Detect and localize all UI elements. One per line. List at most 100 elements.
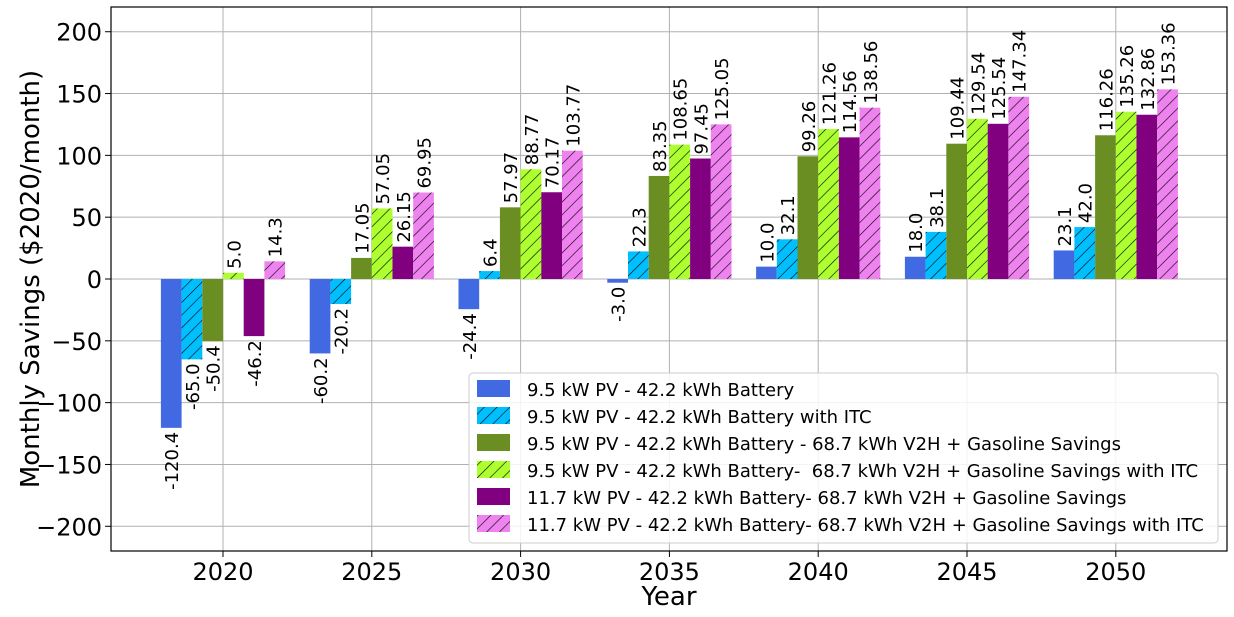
legend-swatch [477, 434, 510, 451]
bar-value-label: 14.3 [266, 217, 287, 257]
bar [243, 279, 265, 337]
bar [797, 156, 819, 279]
bar-hatch [967, 118, 988, 279]
y-axis-label: Monthly Savings ($2020/month) [16, 70, 46, 488]
bar-value-label: 83.35 [650, 120, 671, 172]
legend-swatch [477, 380, 510, 397]
bar-hatch [669, 144, 691, 279]
bar-value-label: 108.65 [671, 78, 692, 141]
bar-hatch [925, 231, 947, 279]
bar-value-label: 57.97 [501, 152, 522, 204]
y-tick-label: −50 [51, 328, 102, 356]
bar-hatch [371, 208, 393, 279]
bar-value-label: 109.44 [948, 77, 969, 140]
bar-value-label: -24.4 [460, 313, 481, 360]
legend: 9.5 kW PV - 42.2 kWh Battery 9.5 kW PV - … [468, 372, 1219, 544]
bar [1053, 250, 1075, 279]
y-tick-label: −100 [36, 390, 102, 418]
x-tick-label: 2020 [192, 558, 253, 586]
y-tick-label: −150 [36, 451, 102, 479]
bar-hatch [330, 279, 352, 304]
legend-entry-label: 9.5 kW PV - 42.2 kWh Battery [527, 380, 795, 401]
x-tick-label: 2050 [1085, 558, 1146, 586]
bar [1095, 135, 1116, 279]
legend-entry-label: 9.5 kW PV - 42.2 kWh Battery with ITC [527, 407, 872, 428]
bar-hatch [562, 150, 583, 279]
bar-value-label: 10.0 [757, 223, 778, 263]
bar-value-label: 116.26 [1096, 68, 1117, 131]
bar-value-label: 132.86 [1138, 48, 1159, 111]
bar [351, 257, 372, 279]
x-tick-label: 2035 [639, 558, 700, 586]
bar-hatch [479, 271, 500, 279]
bar-value-label: -60.2 [311, 357, 332, 404]
bar-value-label: 114.56 [840, 70, 861, 133]
bar-value-label: 38.1 [927, 188, 948, 228]
bar-value-label: -20.2 [332, 308, 353, 355]
bar-value-label: 129.54 [968, 52, 989, 115]
bar [458, 279, 480, 310]
bar-value-label: 69.95 [415, 137, 436, 189]
bar-hatch [818, 129, 839, 279]
bar-value-label: 70.17 [543, 137, 564, 189]
bar-value-label: 121.26 [820, 62, 841, 125]
bar [756, 266, 777, 279]
legend-swatch-hatch [477, 515, 510, 532]
axis-ticks: −200 −150 −100 −50 0 50 100 150 200 2020 2025 2030 2… [36, 19, 1146, 586]
bar [838, 137, 860, 279]
bar-value-label: 135.26 [1117, 45, 1138, 108]
legend-entry-label: 11.7 kW PV - 42.2 kWh Battery- 68.7 kWh … [527, 488, 1126, 509]
y-tick-label: 50 [71, 204, 102, 232]
bar-value-label: 99.26 [799, 101, 820, 153]
bar-hatch [520, 169, 542, 279]
bar [309, 279, 331, 354]
legend-swatch-hatch [477, 407, 510, 424]
legend-entry-label: 9.5 kW PV - 42.2 kWh Battery - 68.7 kWh … [527, 434, 1121, 455]
bar-value-label: 88.77 [522, 114, 543, 166]
bar-value-label: 57.05 [373, 153, 394, 205]
bar-hatch [181, 279, 203, 360]
bar [160, 279, 182, 428]
bar-value-label: 23.1 [1055, 206, 1076, 246]
bar-value-label: 17.05 [352, 202, 373, 254]
bar [648, 175, 670, 279]
bar-value-label: 125.54 [989, 57, 1010, 120]
bar-value-label: 5.0 [224, 240, 245, 269]
bar-hatch [776, 239, 798, 279]
bar-value-label: 125.05 [712, 57, 733, 120]
bar-value-label: -120.4 [162, 432, 183, 490]
bar-value-label: 22.3 [629, 207, 650, 247]
bar [499, 207, 521, 279]
x-tick-label: 2040 [788, 558, 849, 586]
y-tick-label: 150 [56, 81, 102, 109]
x-tick-label: 2030 [490, 558, 551, 586]
bar-value-label: 147.34 [1010, 30, 1031, 93]
y-tick-label: 200 [56, 19, 102, 47]
legend-swatch [477, 488, 510, 505]
bar-hatch [264, 261, 286, 279]
x-axis-label: Year [640, 582, 696, 612]
bar-hatch [1115, 111, 1137, 279]
bar [607, 279, 628, 283]
bar [690, 158, 711, 279]
bar-hatch [628, 251, 649, 279]
bar-value-label: 153.36 [1159, 22, 1180, 85]
bar-value-label: 18.0 [906, 213, 927, 253]
bars [160, 89, 1178, 428]
bar-value-label: -46.2 [245, 340, 266, 387]
bar [946, 143, 967, 279]
legend-entry-label: 11.7 kW PV - 42.2 kWh Battery- 68.7 kWh … [527, 515, 1204, 536]
bar-hatch [1157, 89, 1178, 280]
data-labels: -120.4 -60.2 -24.4 -3.0 10.0 18.0 23.1 -65.0 -20… [162, 22, 1179, 489]
y-tick-label: −200 [36, 513, 102, 541]
bar-value-label: 138.56 [861, 41, 882, 104]
legend-swatch-hatch [477, 461, 510, 478]
bar-value-label: 97.45 [691, 103, 712, 155]
bar [1136, 114, 1158, 279]
bar [392, 246, 414, 279]
bar-hatch [1074, 227, 1096, 279]
bar-hatch [1008, 96, 1030, 279]
bar-value-label: 6.4 [481, 238, 502, 267]
bar [202, 279, 223, 342]
